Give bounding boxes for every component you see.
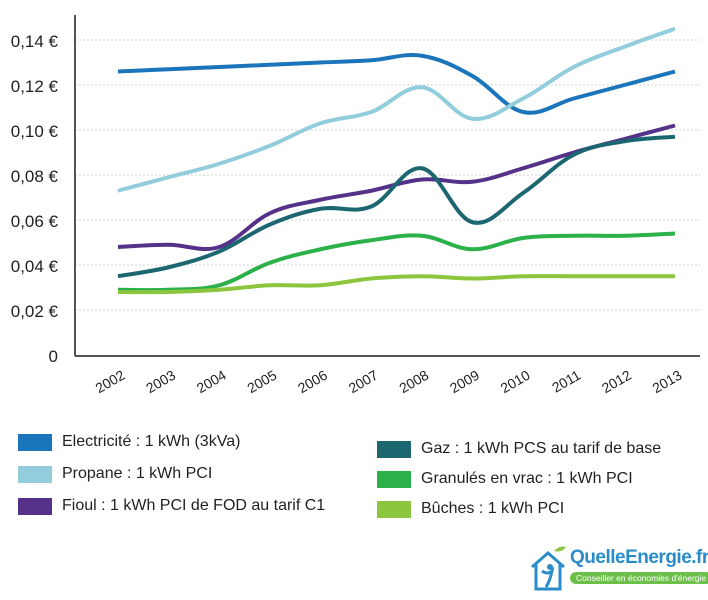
quelleenergie-logo: QuelleEnergie.fr Conseiller en économies… — [528, 545, 708, 595]
series-line-3 — [117, 134, 676, 279]
series-line-4 — [117, 231, 676, 293]
y-tick-label: 0 — [49, 347, 58, 366]
legend-swatch — [377, 440, 411, 458]
legend-fioul: Fioul : 1 kWh PCI de FOD au tarif C1 — [18, 497, 325, 515]
legend-electricite: Electricité : 1 kWh (3kVa) — [18, 433, 240, 451]
y-tick-label: 0,02 € — [11, 302, 59, 321]
series-line-0 — [117, 53, 676, 115]
line-chart: 0 0,02 € 0,04 € 0,06 € 0,08 € 0,10 € 0,12 € 0,1… — [11, 15, 700, 397]
x-tick-label: 2008 — [396, 367, 431, 397]
legend-buches: Bûches : 1 kWh PCI — [377, 500, 564, 518]
house-icon — [531, 546, 566, 591]
y-tick-label: 0,14 € — [11, 32, 59, 51]
x-tick-label: 2010 — [498, 367, 533, 397]
legend-swatch — [377, 500, 411, 518]
legend-swatch — [18, 497, 52, 515]
y-tick-label: 0,06 € — [11, 212, 59, 231]
series-line-2 — [117, 123, 676, 252]
y-tick-label: 0,12 € — [11, 77, 59, 96]
x-tick-label: 2004 — [194, 367, 229, 397]
legend-swatch — [377, 470, 411, 488]
legend-gaz: Gaz : 1 kWh PCS au tarif de base — [377, 440, 661, 458]
legend-label: Propane : 1 kWh PCI — [62, 465, 213, 482]
legend-label: Granulés en vrac : 1 kWh PCI — [421, 470, 633, 487]
legend-swatch — [18, 465, 52, 483]
legend-label: Electricité : 1 kWh (3kVa) — [62, 433, 241, 450]
legend-propane: Propane : 1 kWh PCI — [18, 465, 212, 483]
legend-granules: Granulés en vrac : 1 kWh PCI — [377, 470, 633, 488]
series-line-5 — [117, 274, 675, 295]
logo-tagline: Conseiller en économies d'énergie — [570, 572, 708, 584]
y-tick-label: 0,10 € — [11, 122, 59, 141]
x-tick-label: 2011 — [549, 367, 583, 396]
x-tick-label: 2005 — [244, 367, 279, 397]
legend-label: Fioul : 1 kWh PCI de FOD au tarif C1 — [62, 497, 326, 514]
x-tick-label: 2003 — [143, 367, 178, 397]
y-tick-label: 0,04 € — [11, 257, 59, 276]
x-tick-label: 2009 — [447, 367, 482, 397]
x-tick-label: 2002 — [93, 367, 128, 397]
y-tick-label: 0,08 € — [11, 167, 59, 186]
x-tick-label: 2006 — [295, 367, 330, 397]
legend-label: Gaz : 1 kWh PCS au tarif de base — [421, 440, 662, 457]
legend-swatch — [18, 433, 52, 451]
series-line-1 — [117, 26, 676, 193]
x-tick-label: 2007 — [346, 367, 381, 397]
legend-label: Bûches : 1 kWh PCI — [421, 500, 565, 517]
logo-brand: QuelleEnergie.fr — [570, 547, 708, 568]
x-tick-label: 2013 — [650, 367, 685, 397]
x-tick-label: 2012 — [599, 367, 634, 397]
